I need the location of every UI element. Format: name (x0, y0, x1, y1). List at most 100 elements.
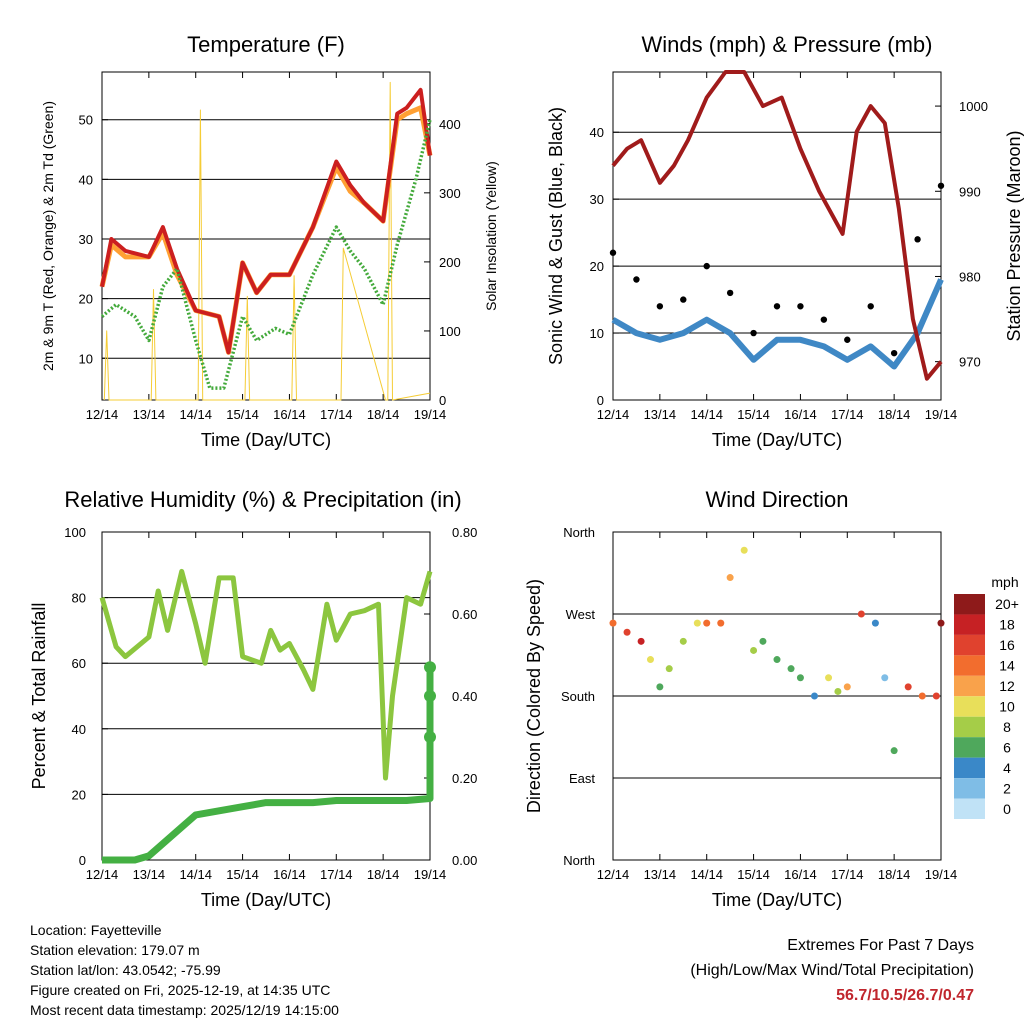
extremes-box: Extremes For Past 7 Days (High/Low/Max W… (690, 933, 974, 1008)
y-tick-label: North (563, 525, 595, 540)
relative-humidity-line (99, 568, 433, 781)
direction-point (750, 646, 758, 654)
y-tick-label: North (563, 853, 595, 868)
gust-point (750, 329, 757, 337)
x-tick-label: 14/14 (690, 407, 723, 422)
y-tick-label: 100 (64, 525, 86, 540)
y-tick-label: 50 (79, 113, 93, 128)
x-tick-label: 12/14 (86, 867, 119, 882)
x-tick-label: 17/14 (831, 867, 864, 882)
colorbar-swatch (954, 614, 985, 635)
x-tick-label: 12/14 (597, 867, 630, 882)
gust-point (703, 262, 710, 270)
x-tick-label: 17/14 (320, 407, 353, 422)
colorbar-swatch (954, 696, 985, 717)
y2-axis-label: Station Pressure (Maroon) (1004, 130, 1024, 341)
direction-point (646, 656, 654, 664)
direction-point (759, 637, 767, 645)
plot-frame (101, 71, 431, 401)
direction-point (857, 610, 865, 618)
gust-point (937, 182, 945, 189)
direction-point (871, 619, 879, 627)
station-info: Location: Fayetteville Station elevation… (30, 920, 339, 1020)
plot-frame (612, 71, 942, 401)
station-latlon: Station lat/lon: 43.0542; -75.99 (30, 962, 221, 978)
y-tick-label: 20 (590, 259, 604, 274)
direction-point (843, 683, 851, 691)
y-tick-label: 40 (590, 125, 604, 140)
chart-title: Wind Direction (705, 487, 848, 512)
gust-point (844, 336, 851, 343)
gust-point (797, 303, 804, 310)
colorbar-swatch (954, 737, 985, 758)
x-tick-label: 15/14 (226, 867, 259, 882)
direction-point (726, 574, 734, 582)
direction-point (665, 665, 673, 673)
direction-point (637, 637, 645, 645)
x-tick-label: 12/14 (597, 407, 630, 422)
y2-tick-label: 1000 (959, 99, 988, 114)
x-tick-label: 13/14 (133, 867, 166, 882)
direction-point (773, 656, 781, 664)
x-tick-label: 15/14 (226, 407, 259, 422)
sonic-wind-line (611, 278, 944, 370)
direction-point (740, 546, 748, 554)
direction-point (609, 619, 617, 627)
precipitation-point (424, 661, 436, 674)
colorbar-label: 16 (999, 637, 1015, 653)
colorbar-label: 12 (999, 678, 1015, 694)
colorbar-swatch (954, 798, 985, 819)
y-tick-label: 10 (590, 326, 604, 341)
y-axis-label: Direction (Colored By Speed) (524, 579, 544, 813)
colorbar-label: 20+ (995, 596, 1019, 612)
y-axis-label: 2m & 9m T (Red, Orange) & 2m Td (Green) (40, 101, 56, 371)
y2-tick-label: 0.00 (452, 853, 477, 868)
x-tick-label: 18/14 (367, 867, 400, 882)
chart-title: Relative Humidity (%) & Precipitation (i… (64, 487, 461, 512)
y-axis-label: Percent & Total Rainfall (29, 603, 49, 790)
gust-point (914, 236, 921, 243)
y-tick-label: 60 (72, 656, 86, 671)
solar-insolation-line (103, 81, 431, 401)
colorbar-label: 10 (999, 699, 1015, 715)
gust-point (890, 349, 898, 357)
x-tick-label: 18/14 (878, 867, 911, 882)
y2-tick-label: 0.60 (452, 607, 477, 622)
direction-point (787, 665, 795, 673)
extremes-subtitle: (High/Low/Max Wind/Total Precipitation) (690, 962, 974, 979)
direction-point (796, 674, 804, 682)
precipitation-line (102, 667, 434, 864)
direction-point (703, 619, 711, 627)
y2-axis-label: Solar Insolation (Yellow) (483, 161, 499, 311)
gust-point (820, 316, 828, 323)
y2-tick-label: 0.80 (452, 525, 477, 540)
direction-point (656, 683, 664, 691)
y-tick-label: 10 (79, 351, 93, 366)
x-axis-label: Time (Day/UTC) (201, 430, 331, 450)
x-tick-label: 14/14 (690, 867, 723, 882)
colorbar-label: 2 (1003, 780, 1011, 796)
x-tick-label: 16/14 (784, 867, 817, 882)
recent-timestamp: Most recent data timestamp: 2025/12/19 1… (30, 1002, 339, 1018)
y-tick-label: 0 (79, 853, 86, 868)
gust-point (609, 249, 617, 256)
direction-point (623, 628, 631, 636)
gust-point (680, 296, 687, 303)
x-axis-label: Time (Day/UTC) (712, 430, 842, 450)
colorbar-swatch (954, 778, 985, 799)
x-tick-label: 13/14 (644, 867, 677, 882)
direction-point (810, 692, 818, 700)
9m-temperature-line (100, 87, 432, 355)
direction-point (679, 637, 687, 645)
x-tick-label: 16/14 (784, 407, 817, 422)
chart-title: Temperature (F) (187, 32, 345, 57)
y2-tick-label: 100 (439, 324, 461, 339)
direction-point (937, 619, 945, 627)
colorbar-swatch (954, 594, 985, 615)
station-pressure-line (611, 70, 943, 381)
panel-temperature: 12/14 13/14 14/14 15/14 16/14 17/14 18/14 19/14… (40, 32, 499, 450)
colorbar-label: 14 (999, 658, 1015, 674)
y2-tick-label: 970 (959, 355, 981, 370)
gust-point (656, 303, 664, 310)
colorbar-label: 8 (1003, 719, 1011, 735)
